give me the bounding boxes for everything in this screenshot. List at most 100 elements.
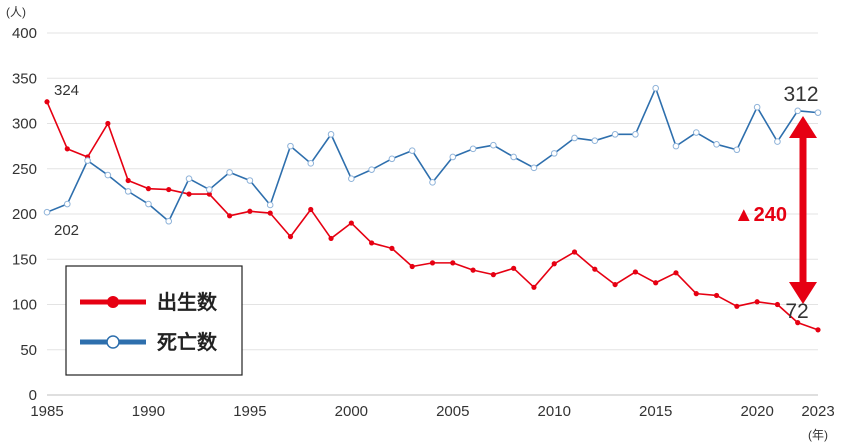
data-point	[267, 210, 273, 216]
data-point	[815, 327, 821, 333]
data-point	[774, 138, 781, 145]
data-point	[814, 109, 822, 116]
data-point	[429, 179, 436, 186]
data-point	[632, 131, 639, 138]
data-point	[125, 177, 131, 184]
data-point	[105, 120, 111, 127]
x-axis-ticks: 1985 1990 1995 2000 2005 2010 2015 2020 2023	[30, 403, 834, 420]
data-point	[44, 99, 50, 105]
data-point	[308, 206, 314, 213]
data-point	[166, 186, 172, 193]
x-tick-label: 2010	[538, 403, 571, 420]
data-point	[753, 103, 761, 111]
annotation-death-1985: 202	[54, 222, 79, 239]
data-point	[692, 129, 700, 136]
x-tick-label: 2020	[740, 403, 773, 420]
data-point	[328, 235, 334, 242]
data-point	[632, 269, 638, 275]
data-point	[247, 208, 253, 214]
y-tick-label: 400	[12, 25, 37, 42]
y-axis-unit: (人)	[6, 5, 26, 19]
y-tick-label: 250	[12, 161, 37, 178]
data-point	[571, 249, 578, 255]
data-point	[490, 272, 496, 278]
data-point	[369, 240, 375, 246]
x-tick-label: 2023	[801, 403, 834, 420]
series-death	[43, 84, 822, 225]
x-tick-label: 1985	[30, 403, 63, 420]
data-point	[145, 200, 152, 208]
data-point	[63, 200, 71, 208]
x-tick-label: 2015	[639, 403, 672, 420]
series-birth	[44, 99, 821, 333]
legend-label-death: 死亡数	[157, 330, 218, 354]
data-point	[449, 153, 457, 161]
legend-label-birth: 出生数	[157, 290, 218, 314]
data-point	[612, 281, 618, 288]
data-point	[408, 147, 416, 154]
y-axis-ticks: 0 50 100 150 200 250 300 350 400	[12, 25, 37, 404]
data-point	[672, 142, 680, 150]
data-point	[266, 201, 274, 209]
y-tick-label: 350	[12, 70, 37, 87]
data-point	[327, 131, 335, 138]
data-point	[592, 266, 598, 272]
data-point	[307, 160, 315, 167]
data-point	[469, 145, 477, 153]
data-point	[246, 177, 254, 184]
data-point	[145, 186, 152, 192]
y-tick-label: 200	[12, 206, 37, 223]
data-point	[165, 217, 173, 225]
data-point	[652, 84, 659, 92]
data-point	[206, 186, 213, 193]
data-point	[774, 301, 781, 308]
data-point	[348, 220, 354, 226]
annotation-birth-1985: 324	[54, 82, 79, 99]
data-point	[511, 265, 517, 271]
legend-marker-birth	[107, 296, 119, 308]
series-layer	[43, 84, 822, 333]
data-point	[226, 169, 233, 176]
data-point	[551, 261, 557, 267]
data-point	[713, 141, 720, 148]
legend-item-birth: 出生数	[80, 290, 218, 314]
data-point	[571, 134, 578, 142]
legend-marker-death	[106, 335, 120, 349]
x-tick-label: 2005	[436, 403, 469, 420]
legend: 出生数 死亡数	[65, 265, 243, 376]
y-tick-label: 0	[29, 387, 37, 404]
y-tick-label: 50	[20, 342, 37, 359]
data-point	[550, 150, 558, 157]
data-point	[43, 208, 51, 216]
data-point	[673, 270, 679, 276]
data-point	[611, 131, 619, 138]
data-point	[450, 260, 456, 266]
data-point	[287, 142, 294, 150]
legend-box	[65, 265, 243, 376]
data-point	[206, 191, 212, 197]
x-tick-label: 1990	[132, 403, 165, 420]
data-point	[348, 175, 355, 183]
data-point	[734, 303, 740, 309]
annotation-birth-2023: 72	[785, 300, 808, 323]
annotation-death-2023: 312	[783, 83, 818, 106]
data-point	[470, 267, 476, 273]
data-point	[530, 164, 538, 172]
y-tick-label: 100	[12, 297, 37, 314]
data-point	[388, 155, 396, 163]
x-tick-label: 2000	[335, 403, 368, 420]
data-point	[733, 146, 741, 154]
y-tick-label: 150	[12, 251, 37, 268]
legend-item-death: 死亡数	[80, 330, 218, 354]
data-point	[429, 260, 436, 266]
series-line	[46, 87, 819, 223]
data-point	[510, 153, 517, 161]
data-point	[84, 157, 91, 164]
x-axis-unit: (年)	[808, 428, 828, 442]
data-point	[693, 291, 699, 297]
data-point	[591, 137, 599, 144]
data-point	[713, 292, 720, 299]
data-point	[794, 107, 802, 115]
data-point	[490, 141, 497, 149]
